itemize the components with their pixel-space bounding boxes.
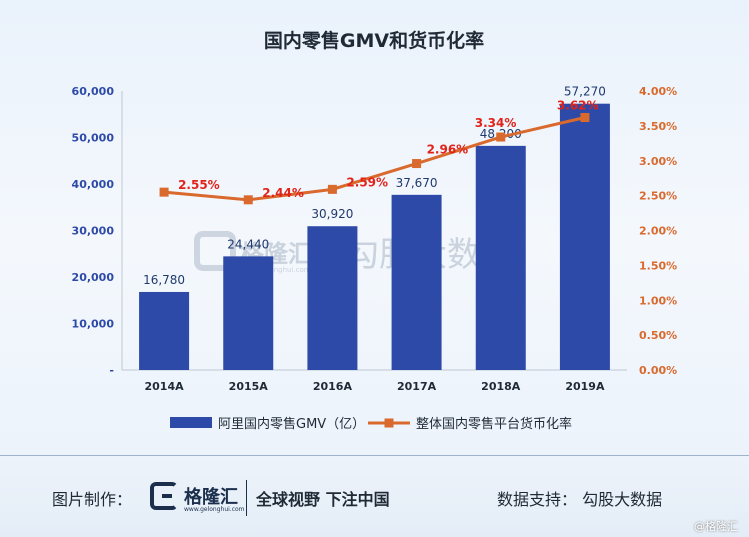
weibo-watermark: @格隆汇 [694,520,738,533]
x-tick-label: 2014A [145,380,185,393]
left-tick-label: 10,000 [72,318,115,331]
line-point [580,113,590,123]
left-tick-label: 50,000 [72,132,115,145]
bar-value-label: 24,440 [227,237,269,251]
slogan: 全球视野 下注中国 [256,490,390,509]
line-point [243,195,253,205]
bar [559,103,610,370]
chart-svg: 国内零售GMV和货币化率格隆汇www.gelonghui.com勾股大数据-10… [72,29,678,432]
line-series [163,116,586,202]
bar [307,226,358,370]
left-tick-label: 40,000 [72,178,115,191]
bar-value-label: 57,270 [564,85,606,99]
line-value-label: 2.55% [178,178,220,192]
watermark-logo-icon [194,231,236,271]
bar [223,256,274,370]
line-value-label: 3.34% [475,116,517,130]
x-tick-label: 2018A [481,380,521,393]
left-tick-label: 60,000 [72,85,115,98]
line-value-label: 3.62% [557,99,599,113]
bar [391,194,442,370]
right-tick-label: 1.00% [639,294,677,307]
chart-area: 国内零售GMV和货币化率格隆汇www.gelonghui.com勾股大数据-10… [72,29,678,432]
line-value-label: 2.59% [346,175,388,189]
legend-bar-label: 阿里国内零售GMV（亿） [218,416,365,432]
right-tick-label: 1.50% [639,259,677,272]
bar-value-label: 16,780 [143,273,185,287]
right-tick-label: 0.50% [639,329,677,342]
chart-title: 国内零售GMV和货币化率 [264,29,484,52]
logo-domain: www.gelonghui.com [184,506,245,513]
footer: 图片制作： 格隆汇 www.gelonghui.com 全球视野 下注中国 数据… [0,455,749,537]
line-value-label: 2.44% [262,186,304,200]
right-tick-label: 4.00% [639,85,677,98]
line-point [159,187,169,197]
left-tick-label: - [109,364,114,377]
watermark-domain: www.gelonghui.com [240,266,311,274]
right-tick-label: 3.00% [639,155,677,168]
footer-divider [246,480,247,516]
legend-bar-swatch [170,417,212,428]
bar-value-label: 37,670 [396,176,438,190]
logo-g-icon [150,482,178,510]
x-tick-label: 2016A [313,380,353,393]
x-tick-label: 2015A [229,380,269,393]
right-tick-label: 2.00% [639,225,677,238]
legend-line-marker [384,418,394,428]
bar [475,145,526,370]
right-tick-label: 0.00% [639,364,677,377]
logo-text: 格隆汇 [184,487,238,508]
right-tick-label: 3.50% [639,120,677,133]
left-tick-label: 30,000 [72,225,115,238]
x-tick-label: 2019A [565,380,605,393]
left-tick-label: 20,000 [72,271,115,284]
bar-value-label: 30,920 [311,207,353,221]
line-point [327,184,337,194]
data-support: 数据支持： 勾股大数据 [497,490,663,509]
line-point [412,159,422,169]
right-tick-label: 2.50% [639,190,677,203]
x-tick-label: 2017A [397,380,437,393]
line-point [496,132,506,142]
bar [139,291,190,370]
line-value-label: 2.96% [427,143,469,157]
made-by-label: 图片制作： [52,490,133,509]
legend-line-label: 整体国内零售平台货币化率 [416,416,572,432]
gelonghui-logo: 格隆汇 www.gelonghui.com [150,482,245,514]
